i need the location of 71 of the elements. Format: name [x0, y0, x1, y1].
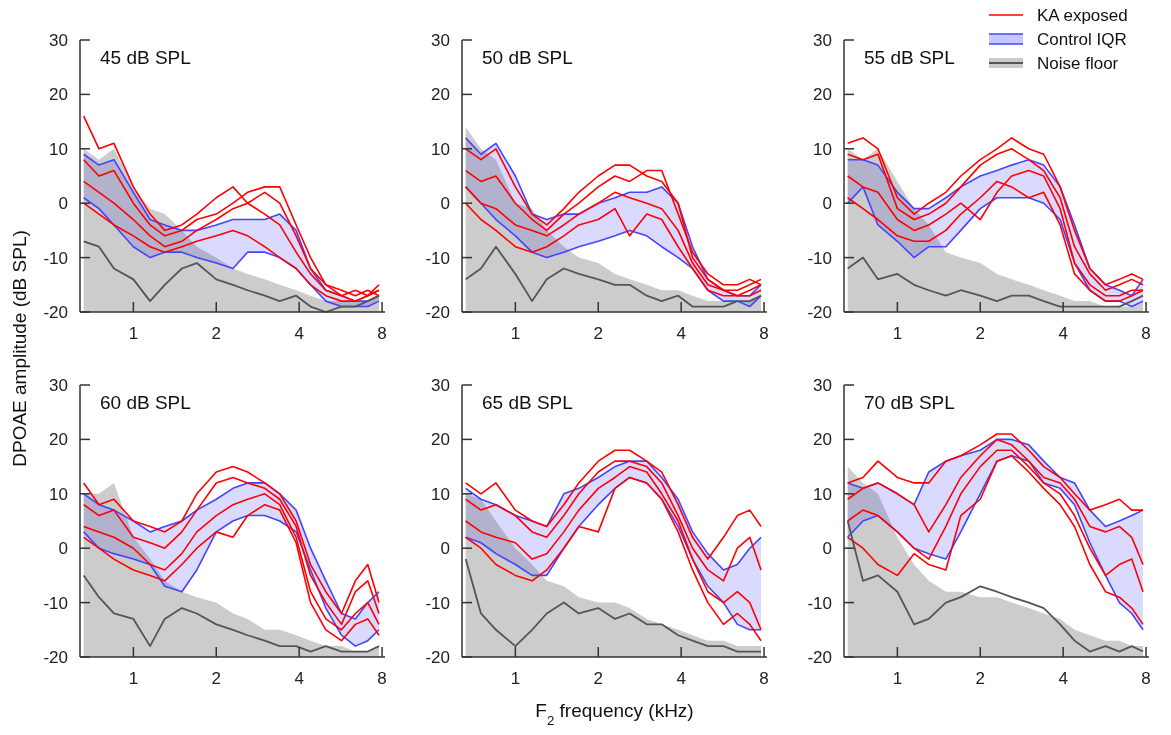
y-tick-label: -20 [43, 302, 68, 322]
x-axis-title: F$_{2}$ frequency (kHz) [535, 700, 694, 728]
y-tick-label: 30 [813, 30, 832, 50]
y-tick-label: -10 [425, 248, 450, 268]
y-tick-label: 0 [58, 539, 68, 559]
y-tick-label: 20 [431, 430, 450, 450]
x-tick-label: 4 [676, 324, 686, 343]
chart-title: 70 dB SPL [864, 392, 955, 413]
x-tick-label: 4 [676, 669, 686, 688]
x-tick-label: 8 [1141, 324, 1151, 343]
chart-title: 65 dB SPL [482, 392, 573, 413]
chart-title: 60 dB SPL [100, 392, 191, 413]
y-tick-label: 30 [49, 375, 68, 395]
x-tick-label: 2 [211, 324, 221, 343]
legend-label: KA exposed [1037, 6, 1128, 25]
chart-title: 50 dB SPL [482, 47, 573, 68]
x-tick-label: 2 [593, 669, 603, 688]
x-tick-label: 4 [1058, 669, 1068, 688]
x-tick-label: 1 [128, 669, 139, 688]
x-tick-label: 8 [377, 669, 387, 688]
y-tick-label: -20 [807, 302, 832, 322]
y-tick-label: 20 [813, 430, 832, 450]
y-tick-label: 20 [431, 85, 450, 105]
y-tick-label: -10 [807, 593, 832, 613]
y-tick-label: -20 [807, 647, 832, 667]
x-tick-label: 1 [128, 324, 139, 343]
x-tick-label: 2 [975, 324, 985, 343]
x-tick-label: 2 [975, 669, 985, 688]
x-tick-label: 4 [1058, 324, 1068, 343]
y-tick-label: -10 [425, 593, 450, 613]
y-tick-label: 20 [49, 430, 68, 450]
y-tick-label: -10 [43, 593, 68, 613]
y-tick-label: 0 [440, 194, 450, 214]
x-tick-label: 2 [593, 324, 603, 343]
y-tick-label: 20 [813, 85, 832, 105]
y-tick-label: 10 [49, 139, 68, 159]
legend-label: Control IQR [1037, 30, 1127, 49]
x-tick-label: 2 [211, 669, 221, 688]
x-tick-label: 8 [1141, 669, 1151, 688]
y-tick-label: 10 [813, 139, 832, 159]
y-tick-label: 30 [431, 30, 450, 50]
x-tick-label: 8 [759, 669, 769, 688]
y-tick-label: -10 [807, 248, 832, 268]
y-tick-label: -20 [425, 647, 450, 667]
y-tick-label: 30 [431, 375, 450, 395]
y-tick-label: -20 [425, 302, 450, 322]
y-axis-title: DPOAE amplitude (dB SPL) [9, 230, 30, 467]
y-tick-label: 0 [440, 539, 450, 559]
x-tick-label: 8 [759, 324, 769, 343]
chart-title: 45 dB SPL [100, 47, 191, 68]
x-tick-label: 1 [510, 324, 521, 343]
y-tick-label: 10 [431, 484, 450, 504]
chart-title: 55 dB SPL [864, 47, 955, 68]
legend-label: Noise floor [1037, 54, 1119, 73]
y-tick-label: 0 [822, 539, 832, 559]
y-tick-label: 10 [813, 484, 832, 504]
x-tick-label: 1 [892, 669, 903, 688]
y-tick-label: 30 [49, 30, 68, 50]
x-tick-label: 4 [294, 669, 304, 688]
x-tick-label: 1 [510, 669, 521, 688]
y-tick-label: 20 [49, 85, 68, 105]
y-tick-label: 10 [49, 484, 68, 504]
x-tick-label: 4 [294, 324, 304, 343]
y-tick-label: 0 [58, 194, 68, 214]
y-tick-label: 10 [431, 139, 450, 159]
y-tick-label: -10 [43, 248, 68, 268]
y-tick-label: 0 [822, 194, 832, 214]
y-tick-label: 30 [813, 375, 832, 395]
y-tick-label: -20 [43, 647, 68, 667]
x-tick-label: 1 [892, 324, 903, 343]
x-tick-label: 8 [377, 324, 387, 343]
